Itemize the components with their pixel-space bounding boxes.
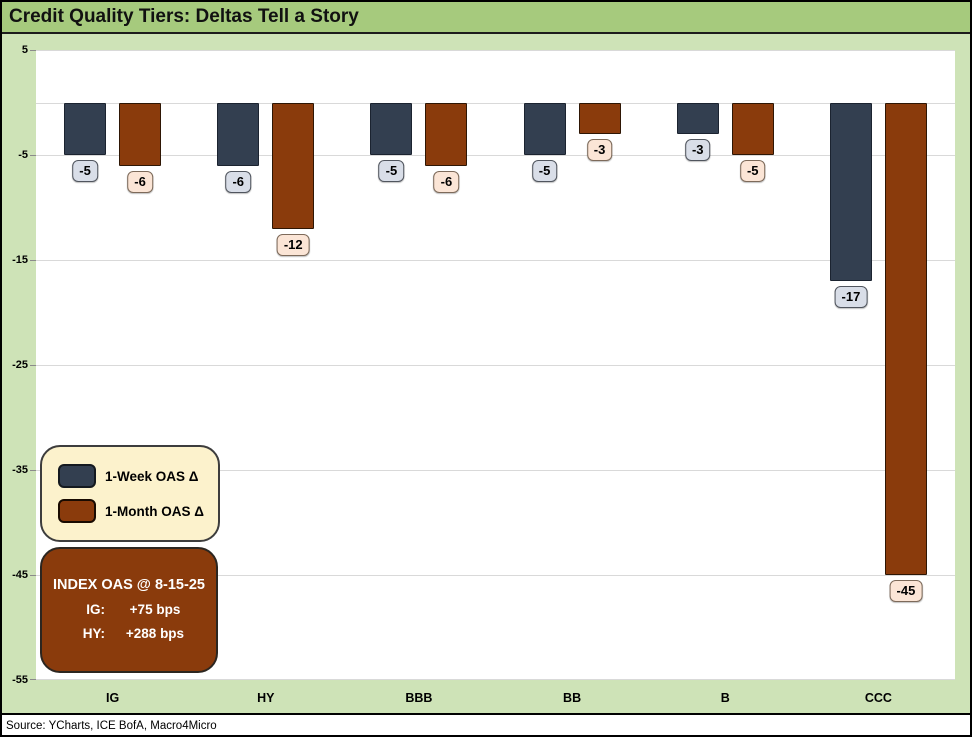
gridline bbox=[36, 470, 955, 471]
bar-week-BB bbox=[523, 102, 566, 155]
x-axis-category-label: BB bbox=[563, 691, 582, 705]
legend-swatch-week-icon bbox=[58, 464, 96, 488]
index-oas-row-hy: HY: +288 bps bbox=[42, 626, 216, 641]
y-axis-tick-label: -15 bbox=[12, 254, 28, 266]
bar-month-HY bbox=[272, 102, 315, 229]
bar-week-IG bbox=[64, 102, 107, 155]
y-axis-tick-label: -5 bbox=[18, 149, 28, 161]
gridline bbox=[36, 50, 955, 51]
y-axis-tick bbox=[30, 679, 36, 680]
y-axis-tick-label: -25 bbox=[12, 359, 28, 371]
bar-week-BBB bbox=[370, 102, 413, 155]
bar-value-label: -45 bbox=[889, 580, 923, 603]
bar-month-CCC bbox=[884, 102, 927, 575]
zero-axis-line bbox=[36, 102, 955, 104]
bar-value-label: -5 bbox=[72, 160, 98, 183]
legend-box: 1-Week OAS Δ 1-Month OAS Δ bbox=[40, 445, 220, 542]
gridline bbox=[36, 365, 955, 366]
source-bar: Source: YCharts, ICE BofA, Macro4Micro bbox=[2, 713, 970, 735]
y-axis-tick-label: -45 bbox=[12, 569, 28, 581]
bar-month-BBB bbox=[425, 102, 468, 166]
bar-value-label: -3 bbox=[586, 139, 613, 162]
y-axis-tick bbox=[30, 365, 36, 366]
y-axis-tick bbox=[30, 155, 36, 156]
index-oas-annotation-box: INDEX OAS @ 8-15-25 IG: +75 bps HY: +288… bbox=[40, 547, 218, 673]
index-oas-ig-value: +75 bps bbox=[129, 602, 181, 617]
y-axis-tick-label: 5 bbox=[21, 44, 28, 56]
legend-label-week: 1-Week OAS Δ bbox=[105, 468, 199, 484]
index-oas-row-ig: IG: +75 bps bbox=[42, 602, 216, 617]
y-axis-tick bbox=[30, 260, 36, 261]
bar-value-label: -17 bbox=[834, 286, 868, 309]
x-axis-category-label: B bbox=[720, 691, 730, 705]
y-axis-tick-label: -35 bbox=[12, 464, 28, 476]
bar-value-label: -3 bbox=[684, 139, 711, 162]
index-oas-ig-label: IG: bbox=[86, 602, 105, 617]
title-bar: Credit Quality Tiers: Deltas Tell a Stor… bbox=[2, 2, 970, 34]
gridline bbox=[36, 575, 955, 576]
bar-week-HY bbox=[217, 102, 260, 166]
legend-swatch-month-icon bbox=[58, 499, 96, 523]
legend-label-month: 1-Month OAS Δ bbox=[105, 503, 204, 519]
y-axis-tick-label: -55 bbox=[12, 674, 28, 686]
x-axis-category-label: BBB bbox=[405, 691, 433, 705]
y-axis-tick bbox=[30, 50, 36, 51]
bar-value-label: -5 bbox=[378, 160, 405, 183]
index-oas-hy-value: +288 bps bbox=[125, 626, 185, 641]
legend-entry-month: 1-Month OAS Δ bbox=[58, 499, 204, 523]
bar-month-IG bbox=[119, 102, 162, 166]
bar-week-CCC bbox=[829, 102, 872, 281]
gridline bbox=[36, 155, 955, 156]
bar-value-label: -6 bbox=[127, 170, 153, 193]
bar-value-label: -6 bbox=[433, 170, 460, 193]
index-oas-title: INDEX OAS @ 8-15-25 bbox=[53, 577, 205, 593]
bar-month-BB bbox=[578, 102, 621, 134]
bar-value-label: -5 bbox=[739, 160, 766, 183]
bar-value-label: -5 bbox=[531, 160, 558, 183]
legend-entry-week: 1-Week OAS Δ bbox=[58, 464, 199, 488]
x-axis-category-label: CCC bbox=[864, 691, 892, 705]
index-oas-hy-label: HY: bbox=[82, 626, 105, 641]
bar-value-label: -6 bbox=[225, 170, 252, 193]
gridline bbox=[36, 679, 955, 680]
page-title: Credit Quality Tiers: Deltas Tell a Stor… bbox=[9, 6, 359, 27]
x-axis-category-label: IG bbox=[105, 691, 120, 705]
source-note: Source: YCharts, ICE BofA, Macro4Micro bbox=[6, 720, 217, 732]
y-axis-tick bbox=[30, 470, 36, 471]
bar-week-B bbox=[676, 102, 719, 134]
x-axis-category-label: HY bbox=[257, 691, 275, 705]
y-axis-tick bbox=[30, 575, 36, 576]
gridline bbox=[36, 260, 955, 261]
bar-month-B bbox=[731, 102, 774, 155]
bar-value-label: -12 bbox=[276, 233, 310, 256]
